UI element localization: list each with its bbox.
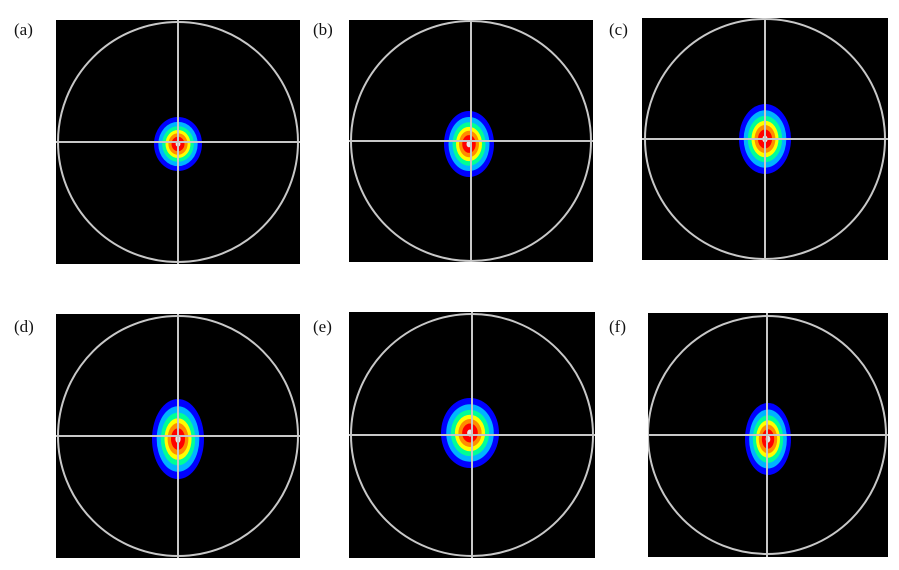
beam-profile-image-f	[648, 313, 888, 557]
beam-profile-image-c	[642, 18, 888, 260]
beam-profile-image-a	[56, 20, 300, 264]
panel-label-a: (a)	[14, 20, 33, 39]
panel-label-c: (c)	[609, 20, 628, 39]
panel-label-d: (d)	[14, 317, 34, 336]
panel-label-b: (b)	[313, 20, 333, 39]
beam-spot	[444, 111, 494, 177]
beam-spot	[441, 398, 499, 468]
beam-profile-image-e	[349, 312, 595, 558]
beam-profile-image-b	[349, 20, 593, 262]
panel-label-e: (e)	[313, 317, 332, 336]
panel-label-f: (f)	[609, 317, 626, 336]
beam-profile-image-d	[56, 314, 300, 558]
